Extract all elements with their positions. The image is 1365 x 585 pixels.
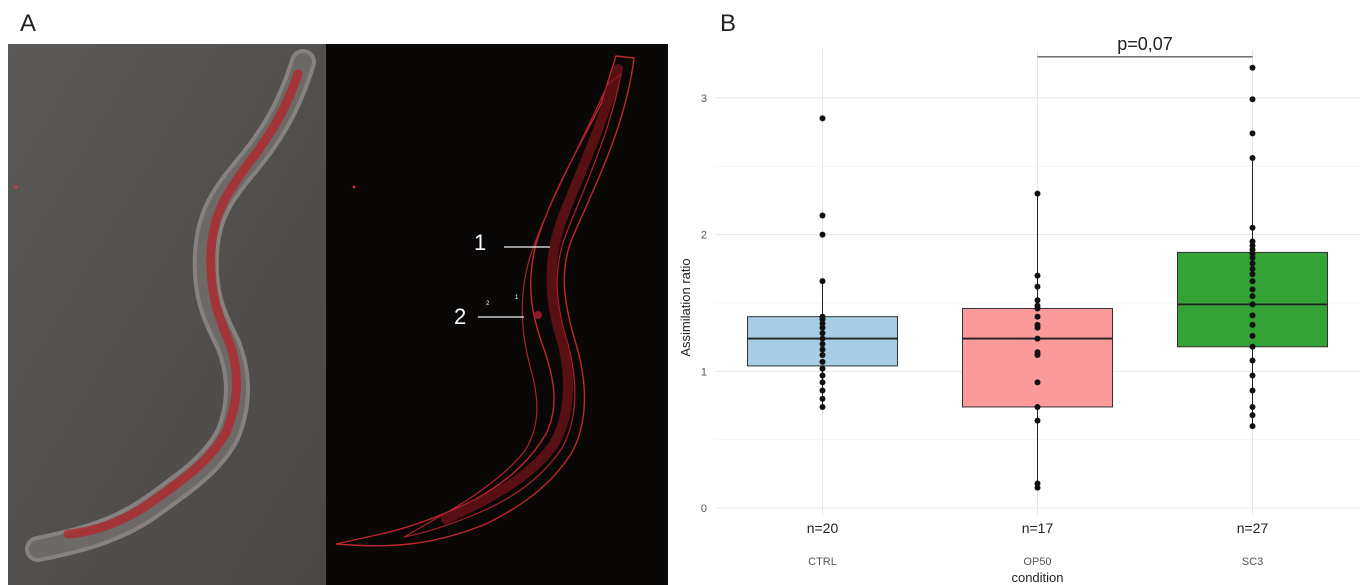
y-tick-label: 2 — [701, 230, 707, 242]
data-point — [1249, 301, 1256, 308]
data-point — [1249, 321, 1256, 328]
fluorescent-speck — [14, 185, 18, 189]
data-point — [1249, 357, 1256, 364]
data-point — [819, 346, 826, 353]
data-point — [819, 324, 826, 331]
data-point — [1249, 260, 1256, 267]
data-point — [1249, 423, 1256, 430]
data-point — [819, 403, 826, 410]
data-point — [1249, 265, 1256, 272]
data-point — [1034, 349, 1041, 356]
data-point — [1249, 286, 1256, 293]
data-point — [819, 358, 826, 365]
data-point — [819, 115, 826, 122]
y-tick-label: 3 — [701, 93, 707, 105]
roi-tiny-label-1: 1 — [515, 295, 519, 301]
data-point — [1249, 403, 1256, 410]
x-tick-label: OP50 — [1023, 556, 1051, 568]
data-point — [1249, 224, 1256, 231]
data-point — [1034, 297, 1041, 304]
data-point — [1249, 96, 1256, 103]
data-point — [819, 341, 826, 348]
fluorescent-speck — [352, 185, 356, 189]
panel-label-b: B — [720, 10, 737, 37]
p-value-label: p=0,07 — [1117, 34, 1173, 54]
data-point — [1034, 302, 1041, 309]
y-tick-label: 0 — [701, 503, 707, 515]
count-label: n=27 — [1237, 520, 1269, 536]
data-point — [1034, 480, 1041, 487]
fluorescence-roi-image: 1 2 2 1 — [326, 44, 668, 585]
assimilation-boxplot: 0 1 2 3 n=20 CTRL n=17 OP50 n=27 SC3 p=0,07 Assim… — [678, 34, 1360, 585]
data-point — [1249, 250, 1256, 257]
data-point — [1249, 278, 1256, 285]
count-label: n=17 — [1022, 520, 1054, 536]
data-point — [1249, 242, 1256, 249]
worm-red-fluorescence — [63, 69, 303, 539]
axes: 0 1 2 3 n=20 CTRL n=17 OP50 n=27 SC3 — [701, 93, 1269, 568]
roi-2-label: 2 — [454, 304, 466, 329]
data-point — [1034, 283, 1041, 290]
data-point — [1034, 484, 1041, 491]
data-point — [1249, 271, 1256, 278]
data-point — [1034, 403, 1041, 410]
roi-outline-inner — [403, 72, 622, 538]
roi-outline-outer — [335, 55, 635, 547]
worm-fluorescence-signal — [441, 64, 623, 524]
y-axis-label: Assimilation ratio — [678, 258, 693, 356]
data-point — [1249, 155, 1256, 162]
data-point — [1249, 387, 1256, 394]
data-point — [1249, 238, 1256, 245]
fluorescent-spot — [534, 311, 542, 319]
data-point — [1034, 321, 1041, 328]
data-point — [1249, 130, 1256, 137]
data-point — [819, 351, 826, 358]
data-point — [819, 372, 826, 379]
data-point — [1249, 372, 1256, 379]
data-point — [819, 313, 826, 320]
data-point — [1034, 272, 1041, 279]
data-points — [819, 64, 1256, 491]
data-point — [819, 212, 826, 219]
data-point — [819, 395, 826, 402]
panel-label-a: A — [20, 10, 37, 37]
data-point — [1034, 190, 1041, 197]
roi-1-label: 1 — [474, 230, 486, 255]
x-tick-label: CTRL — [808, 556, 837, 568]
data-point — [1034, 335, 1041, 342]
data-point — [1249, 246, 1256, 253]
data-point — [1249, 312, 1256, 319]
data-point — [1249, 343, 1256, 350]
data-point — [1034, 379, 1041, 386]
data-point — [819, 387, 826, 394]
data-point — [819, 335, 826, 342]
brightfield-worm-image — [8, 44, 326, 585]
roi-tiny-label-2: 2 — [486, 301, 490, 307]
x-tick-label: SC3 — [1242, 556, 1263, 568]
count-label: n=20 — [807, 520, 839, 536]
data-point — [1249, 293, 1256, 300]
data-point — [819, 379, 826, 386]
x-axis-label: condition — [1011, 570, 1063, 585]
data-point — [1034, 313, 1041, 320]
data-point — [819, 231, 826, 238]
data-point — [819, 330, 826, 337]
data-point — [819, 320, 826, 327]
y-tick-label: 1 — [701, 366, 707, 378]
data-point — [1034, 417, 1041, 424]
data-point — [819, 278, 826, 285]
data-point — [1249, 332, 1256, 339]
data-point — [1249, 412, 1256, 419]
data-point — [819, 365, 826, 372]
data-point — [1249, 254, 1256, 261]
data-point — [1249, 64, 1256, 71]
